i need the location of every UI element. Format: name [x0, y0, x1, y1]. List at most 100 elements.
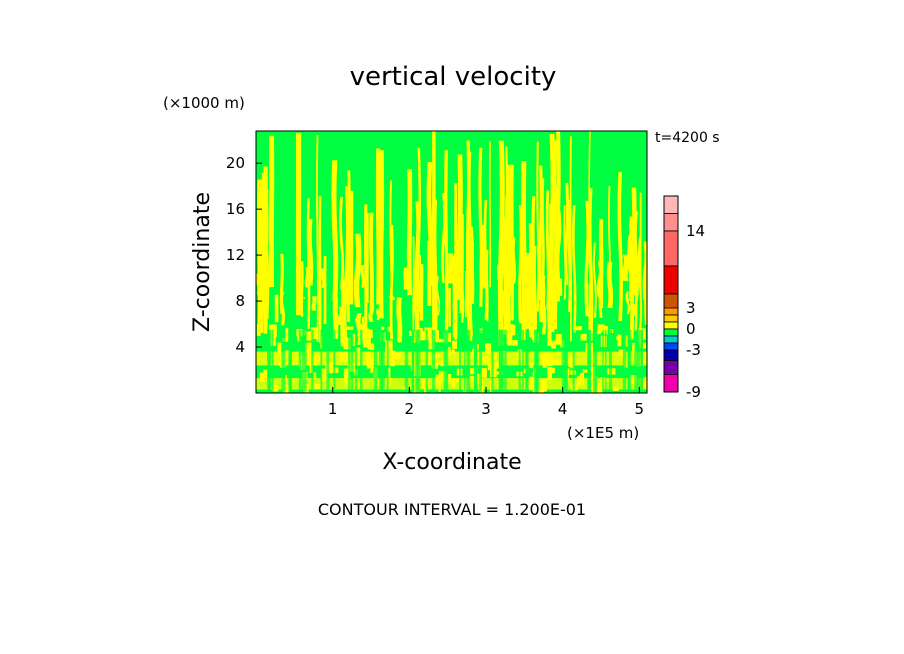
y-tick-label: 4	[235, 338, 245, 356]
field-streak	[564, 329, 568, 393]
field-plume	[376, 308, 380, 321]
field-plume	[521, 160, 527, 341]
field-cell	[529, 363, 534, 369]
field-plume	[592, 242, 597, 318]
field-plume	[512, 237, 516, 284]
field-plume	[596, 261, 604, 298]
field-plume	[617, 172, 624, 321]
field-cell	[313, 372, 317, 379]
field-cell	[333, 367, 339, 373]
field-plume	[306, 198, 311, 330]
field-streak	[592, 329, 597, 393]
colorbar-segment	[663, 307, 679, 316]
field-plume	[431, 199, 438, 338]
field-plume	[406, 169, 413, 296]
y-tick-label: 8	[235, 292, 245, 310]
field-streak	[386, 329, 389, 393]
field-cell	[589, 343, 593, 355]
field-cell	[469, 367, 478, 375]
field-plume	[572, 205, 577, 333]
field-streak	[359, 329, 363, 393]
field-streak	[351, 329, 354, 393]
field-plume	[318, 196, 322, 343]
field-plume	[483, 199, 489, 321]
field-plume	[389, 180, 393, 338]
field-band	[256, 378, 647, 390]
field-plume	[331, 160, 339, 301]
field-plume	[483, 239, 486, 289]
field-cell	[512, 339, 518, 346]
field-streak	[518, 329, 521, 393]
field-plume	[323, 255, 327, 324]
field-plume	[444, 150, 449, 344]
field-plume	[630, 304, 636, 316]
field-streak	[289, 329, 292, 393]
field-streak	[525, 329, 528, 393]
field-streak	[281, 329, 286, 393]
field-plume	[547, 282, 554, 318]
colorbar-segment	[663, 314, 679, 323]
field-streak	[499, 329, 503, 393]
field-plume	[607, 186, 612, 304]
field-plume	[528, 263, 536, 338]
plot-frame	[255, 130, 648, 394]
y-tick-label: 12	[226, 246, 245, 264]
field-plume	[279, 253, 284, 315]
field-streak	[479, 329, 482, 393]
field-cell	[428, 338, 435, 350]
field-streak	[381, 329, 384, 393]
field-plume	[413, 283, 419, 342]
field-cell	[624, 335, 628, 347]
field-cell	[580, 333, 587, 341]
field-streak	[459, 329, 462, 393]
field-cell	[510, 324, 516, 336]
field-plume	[627, 235, 631, 302]
field-streak	[522, 329, 524, 393]
field-plume	[541, 178, 545, 279]
field-cell	[306, 331, 313, 341]
field-plume	[505, 164, 512, 344]
field-plume	[340, 278, 347, 347]
field-plume	[539, 281, 546, 323]
field-cell	[435, 338, 444, 343]
field-streak	[602, 329, 604, 393]
field-streak	[311, 329, 314, 393]
colorbar-segment	[663, 195, 679, 214]
field-streak	[504, 329, 507, 393]
field-plume	[465, 140, 471, 287]
field-plume	[315, 135, 319, 342]
field-cell	[381, 326, 385, 331]
field-streak	[463, 329, 466, 393]
field-streak	[298, 329, 302, 393]
field-streak	[304, 329, 307, 393]
field-cell	[468, 332, 473, 341]
field-plume	[625, 291, 631, 315]
field-plume	[634, 211, 640, 301]
field-streak	[628, 329, 630, 393]
field-plume	[426, 162, 434, 287]
field-cell	[387, 367, 391, 381]
field-streak	[446, 329, 449, 393]
field-plume	[311, 296, 317, 311]
field-plume	[499, 237, 504, 297]
field-cell	[277, 342, 282, 356]
field-plume	[545, 190, 550, 311]
field-plume	[448, 287, 451, 327]
colorbar-frame	[663, 195, 679, 393]
field-cell	[343, 337, 351, 350]
y-tick-label: 20	[226, 154, 245, 172]
field-band	[256, 351, 647, 366]
field-bands	[256, 131, 647, 393]
field-plume	[642, 241, 647, 300]
field-cell	[346, 326, 354, 331]
field-streak	[608, 329, 613, 393]
field-plume	[479, 224, 485, 287]
field-streak	[501, 329, 504, 393]
contour-interval-label: CONTOUR INTERVAL = 1.200E-01	[318, 500, 586, 519]
colorbar-segment	[663, 293, 679, 309]
field-cell	[285, 327, 289, 340]
field-cell	[362, 336, 371, 348]
field-streak	[348, 329, 351, 393]
field-plume	[378, 150, 385, 319]
colorbar-segment	[663, 374, 679, 393]
